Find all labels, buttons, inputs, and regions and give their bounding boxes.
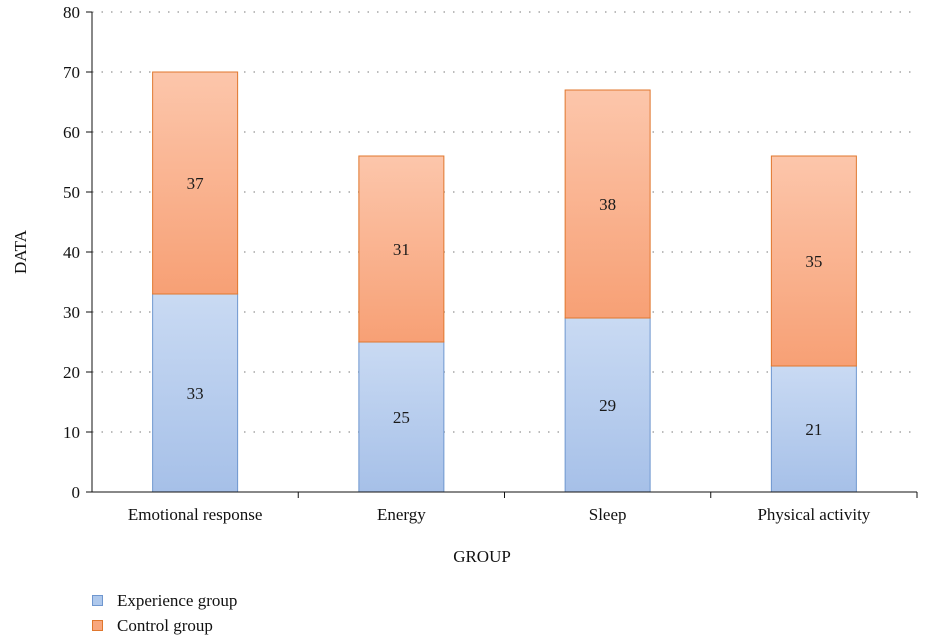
y-tick-label: 40: [63, 243, 80, 262]
bar-data-label: 37: [187, 174, 205, 193]
y-tick-label: 70: [63, 63, 80, 82]
bars: 33 37 25 31 29 38 21 35: [152, 71, 857, 493]
x-tick-label: Sleep: [589, 505, 627, 524]
y-axis-title: DATA: [11, 229, 30, 274]
x-tick-label: Physical activity: [757, 505, 870, 524]
x-axis-title: GROUP: [453, 547, 511, 566]
x-tick-label: Emotional response: [128, 505, 263, 524]
bar-segment: [564, 317, 651, 493]
y-tick-label: 10: [63, 423, 80, 442]
y-tick-label: 80: [63, 3, 80, 22]
bar-data-label: 33: [187, 384, 204, 403]
bar-data-label: 21: [805, 420, 822, 439]
bar-data-label: 35: [805, 252, 822, 271]
y-tick-label: 0: [72, 483, 81, 502]
bar-segment: [152, 71, 239, 295]
bar-segment: [358, 155, 445, 343]
y-tick-label: 30: [63, 303, 80, 322]
bar-segment: [152, 293, 239, 493]
legend-item-control: Control group: [92, 613, 237, 638]
bar-data-label: 31: [393, 240, 410, 259]
legend-swatch-experience: [92, 595, 103, 606]
legend-label-experience: Experience group: [117, 590, 238, 610]
bar-data-label: 29: [599, 396, 616, 415]
axes: 0 10 20 30 40 50 60 70 80 Emotional response Energ…: [63, 3, 918, 524]
legend-item-experience: Experience group: [92, 588, 237, 613]
x-tick-label: Energy: [377, 505, 426, 524]
bar-segment: [564, 89, 651, 319]
legend: Experience group Control group: [92, 588, 237, 638]
y-tick-label: 60: [63, 123, 80, 142]
legend-label-control: Control group: [117, 615, 213, 635]
y-tick-label: 20: [63, 363, 80, 382]
bar-data-label: 25: [393, 408, 410, 427]
bar-segment: [770, 155, 857, 367]
y-tick-label: 50: [63, 183, 80, 202]
legend-swatch-control: [92, 620, 103, 631]
bar-data-label: 38: [599, 195, 616, 214]
